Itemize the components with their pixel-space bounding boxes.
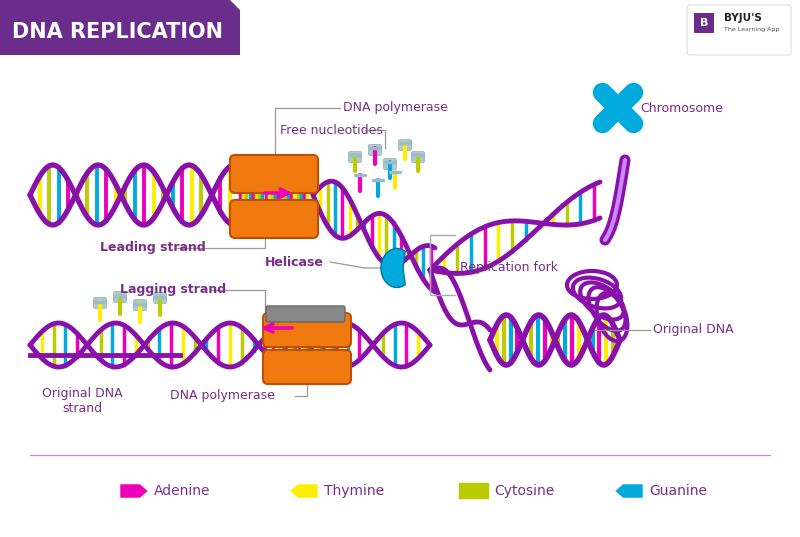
Text: Guanine: Guanine bbox=[649, 484, 707, 498]
FancyBboxPatch shape bbox=[263, 350, 351, 384]
Text: Helicase: Helicase bbox=[265, 256, 324, 268]
FancyBboxPatch shape bbox=[369, 144, 382, 156]
FancyBboxPatch shape bbox=[383, 158, 397, 170]
FancyBboxPatch shape bbox=[94, 297, 106, 308]
Text: Original DNA: Original DNA bbox=[653, 323, 734, 337]
FancyBboxPatch shape bbox=[230, 155, 318, 193]
Text: Cytosine: Cytosine bbox=[494, 484, 554, 498]
FancyBboxPatch shape bbox=[266, 306, 345, 322]
FancyBboxPatch shape bbox=[134, 300, 146, 310]
FancyBboxPatch shape bbox=[458, 483, 490, 499]
FancyBboxPatch shape bbox=[154, 293, 166, 303]
Polygon shape bbox=[381, 249, 406, 287]
FancyBboxPatch shape bbox=[694, 13, 714, 33]
Text: Original DNA
strand: Original DNA strand bbox=[42, 387, 122, 415]
Text: Replication fork: Replication fork bbox=[460, 262, 558, 274]
Circle shape bbox=[612, 102, 624, 114]
Polygon shape bbox=[615, 484, 643, 498]
FancyBboxPatch shape bbox=[230, 200, 318, 238]
Text: B: B bbox=[700, 18, 708, 28]
FancyBboxPatch shape bbox=[411, 151, 425, 163]
FancyBboxPatch shape bbox=[349, 151, 362, 163]
Text: Adenine: Adenine bbox=[154, 484, 210, 498]
FancyBboxPatch shape bbox=[687, 5, 791, 55]
Polygon shape bbox=[290, 484, 318, 498]
FancyBboxPatch shape bbox=[114, 292, 126, 302]
Text: Chromosome: Chromosome bbox=[640, 101, 723, 114]
Text: DNA REPLICATION: DNA REPLICATION bbox=[12, 22, 223, 42]
Text: DNA polymerase: DNA polymerase bbox=[170, 389, 275, 403]
Text: BYJU'S: BYJU'S bbox=[724, 13, 762, 23]
Text: Thymine: Thymine bbox=[324, 484, 384, 498]
FancyBboxPatch shape bbox=[263, 313, 351, 347]
Text: Leading strand: Leading strand bbox=[100, 242, 206, 255]
Polygon shape bbox=[120, 484, 148, 498]
Text: The Learning App: The Learning App bbox=[724, 26, 779, 32]
Polygon shape bbox=[0, 0, 240, 55]
Text: Lagging strand: Lagging strand bbox=[120, 284, 226, 296]
FancyBboxPatch shape bbox=[398, 140, 411, 150]
Text: Free nucleotides: Free nucleotides bbox=[280, 124, 383, 136]
Text: DNA polymerase: DNA polymerase bbox=[343, 101, 448, 114]
